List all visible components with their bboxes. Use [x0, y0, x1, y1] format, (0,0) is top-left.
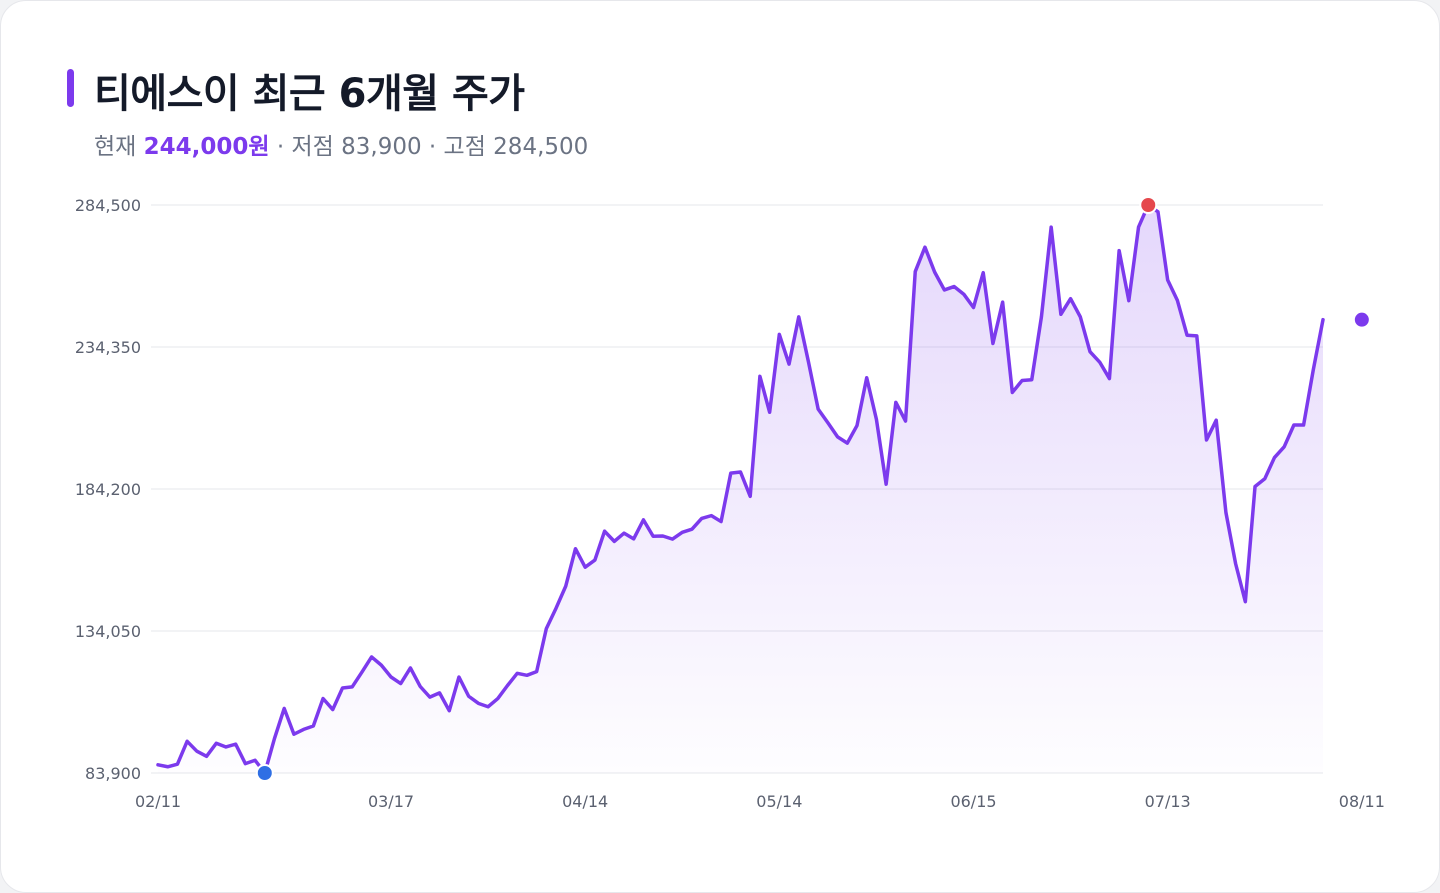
x-tick-label: 08/11: [1339, 792, 1385, 811]
current-point-marker: [1352, 310, 1371, 329]
high-price: · 고점 284,500: [428, 134, 589, 160]
low-point-marker: [255, 764, 274, 782]
y-tick-label: 284,500: [75, 196, 141, 215]
high-point-marker: [1139, 196, 1158, 214]
y-tick-label: 134,050: [75, 622, 141, 641]
y-tick-label: 234,350: [75, 338, 141, 357]
current-price: 244,000원: [143, 134, 270, 160]
current-label: 현재: [94, 134, 137, 160]
x-tick-label: 02/11: [135, 792, 181, 811]
y-tick-label: 83,900: [85, 764, 141, 783]
chart-title: 티에스이 최근 6개월 주가: [94, 71, 525, 117]
low-price: · 저점 83,900: [276, 134, 422, 160]
price-area: [158, 205, 1323, 773]
x-tick-label: 05/14: [756, 792, 802, 811]
x-tick-label: 03/17: [368, 792, 414, 811]
price-line: [156, 203, 1325, 775]
x-tick-label: 07/13: [1145, 792, 1191, 811]
x-tick-label: 06/15: [950, 792, 996, 811]
x-tick-label: 04/14: [562, 792, 608, 811]
y-tick-label: 184,200: [75, 480, 141, 499]
title-accent-bar: [67, 69, 74, 107]
price-summary: 현재 244,000원 · 저점 83,900 · 고점 284,500: [94, 127, 588, 161]
